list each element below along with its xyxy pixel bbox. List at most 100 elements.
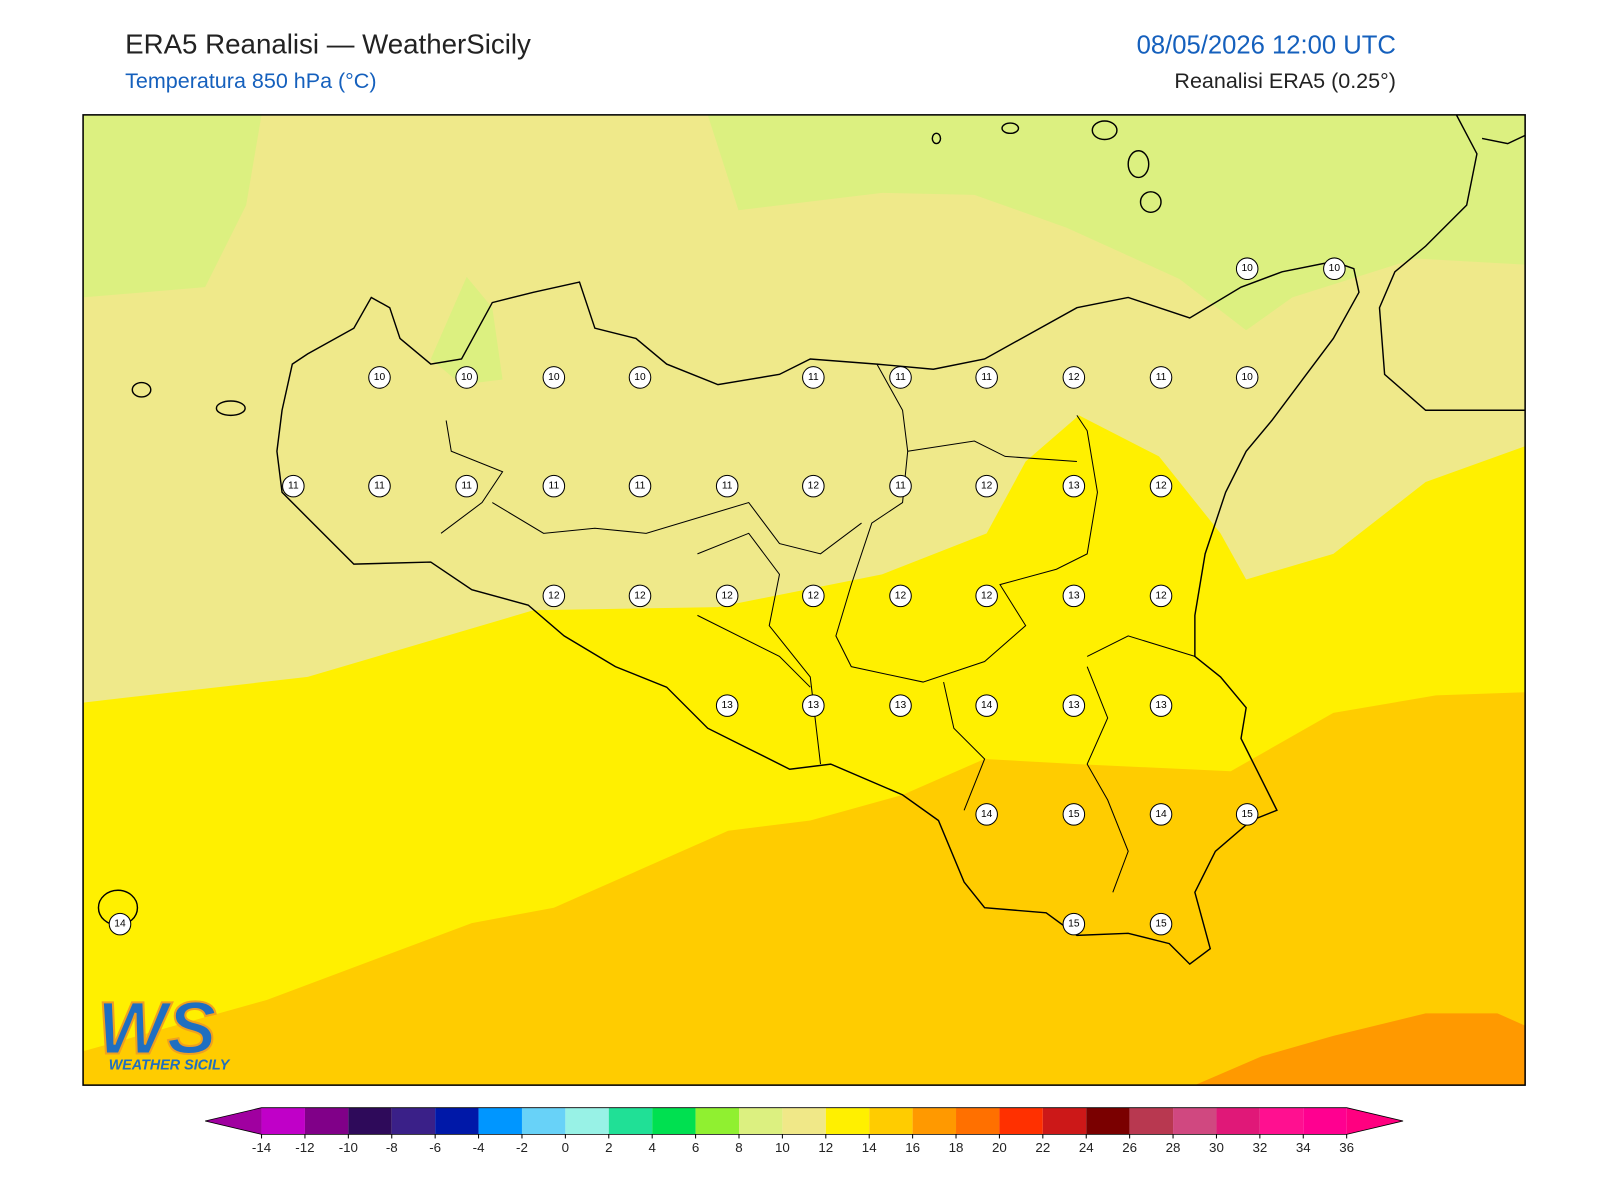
colorbar-bin <box>1129 1107 1174 1135</box>
station: 13 <box>802 694 825 717</box>
station-marker <box>368 366 391 389</box>
colorbar-bin <box>478 1107 522 1135</box>
station-value: 12 <box>634 590 646 601</box>
colorbar-bin <box>956 1107 1000 1135</box>
colorbar-bin <box>435 1107 479 1135</box>
colorbar-bin <box>1216 1107 1260 1135</box>
station-value: 13 <box>721 700 733 711</box>
station-value: 12 <box>895 590 907 601</box>
colorbar-tick-label: -2 <box>516 1140 528 1155</box>
station: 11 <box>889 366 912 389</box>
station: 12 <box>1149 474 1173 498</box>
station-marker <box>1062 912 1086 936</box>
station-marker <box>1062 366 1086 389</box>
colorbar-bin <box>608 1107 653 1135</box>
station-marker <box>1062 474 1086 498</box>
colorbar-bin <box>521 1107 566 1135</box>
logo: WS WEATHER SICILY <box>96 985 230 1073</box>
station-marker <box>542 366 566 389</box>
station-value: 10 <box>374 372 386 383</box>
station: 12 <box>975 584 998 608</box>
colorbar-bin <box>782 1107 826 1135</box>
station: 12 <box>889 584 912 608</box>
station: 12 <box>975 474 998 498</box>
field <box>83 114 262 298</box>
colorbar-tick-label: 10 <box>775 1140 790 1155</box>
field <box>83 692 1526 1086</box>
station: 13 <box>715 694 739 717</box>
station-value: 12 <box>721 590 733 601</box>
station-value: 11 <box>461 481 472 492</box>
station-marker <box>282 474 305 498</box>
station: 12 <box>802 584 825 608</box>
colorbar-bin <box>825 1107 870 1135</box>
station: 15 <box>1062 912 1086 936</box>
station-marker <box>628 366 652 389</box>
station-value: 12 <box>1155 481 1167 492</box>
station-marker <box>1149 474 1173 498</box>
station: 10 <box>628 366 652 389</box>
station-value: 10 <box>1241 372 1253 383</box>
station-marker <box>889 474 912 498</box>
map: 10 10 10 10 10 10 11 11 11 12 11 10 11 11 11 11 11 11 12 11… <box>83 114 1526 1086</box>
colorbar-tick-label: 6 <box>692 1140 699 1155</box>
station: 11 <box>1149 366 1173 389</box>
station: 10 <box>1323 257 1346 280</box>
station: 13 <box>1062 584 1086 608</box>
station-value: 10 <box>1329 263 1341 274</box>
map-frame <box>82 114 1526 1086</box>
colorbar-tick-label: -14 <box>252 1140 272 1155</box>
station-value: 10 <box>548 372 560 383</box>
colorbar-bin <box>1259 1107 1304 1135</box>
colorbar-bin <box>261 1107 305 1135</box>
station-value: 11 <box>895 372 906 383</box>
colorbar-bin <box>999 1107 1043 1135</box>
station-marker <box>975 584 998 608</box>
coastline <box>97 114 1526 966</box>
colorbar-bin <box>391 1107 436 1135</box>
datetime: 08/05/2026 12:00 UTC <box>1137 31 1396 59</box>
colorbar-tick-label: 32 <box>1252 1140 1267 1155</box>
station-value: 11 <box>808 372 819 383</box>
station-marker <box>368 474 391 498</box>
station-marker <box>889 366 912 389</box>
colorbar-bin <box>304 1107 349 1135</box>
station-value: 15 <box>1241 809 1253 820</box>
station-value: 11 <box>288 481 299 492</box>
station-value: 12 <box>981 481 993 492</box>
field <box>707 114 1526 331</box>
station: 10 <box>455 366 478 389</box>
station-value: 11 <box>981 372 992 383</box>
title: ERA5 Reanalisi — WeatherSicily <box>125 28 531 59</box>
colorbar-bin <box>652 1107 696 1135</box>
colorbar-tick-label: 26 <box>1122 1140 1137 1155</box>
station-marker <box>1062 584 1086 608</box>
station-marker <box>1149 912 1173 936</box>
colorbar-tick-label: 12 <box>818 1140 833 1155</box>
station-value: 12 <box>1155 590 1167 601</box>
colorbar-bin <box>348 1107 392 1135</box>
colorbar-tick-label: 14 <box>862 1140 877 1155</box>
colorbar-bin <box>565 1107 609 1135</box>
colorbar-bin <box>738 1107 783 1135</box>
subtitle: Temperatura 850 hPa (°C) <box>125 69 376 93</box>
stations: 10 10 10 10 10 10 11 11 11 12 11 10 11 11 11 11 11 11 12 11… <box>108 257 1346 936</box>
station-value: 12 <box>981 590 993 601</box>
station-value: 11 <box>549 481 560 492</box>
colorbar-tick-label: 2 <box>605 1140 612 1155</box>
station-marker <box>1235 257 1259 280</box>
station-marker <box>802 694 825 717</box>
station: 11 <box>455 474 478 498</box>
colorbar-tick-label: -6 <box>429 1140 441 1155</box>
station-marker <box>889 584 912 608</box>
station-value: 12 <box>808 590 820 601</box>
station-marker <box>1149 584 1173 608</box>
station-value: 11 <box>722 481 733 492</box>
station-value: 13 <box>1068 590 1080 601</box>
station: 12 <box>542 584 566 608</box>
station-marker <box>108 912 132 936</box>
station: 14 <box>975 694 998 717</box>
station: 11 <box>628 474 652 498</box>
colorbar: -14 -12 -10 -8 -6 -4 -2 0 2 4 6 8 10 12 14 16 18 20 22 24 26… <box>205 1107 1404 1155</box>
colorbar-bin <box>1086 1107 1130 1135</box>
